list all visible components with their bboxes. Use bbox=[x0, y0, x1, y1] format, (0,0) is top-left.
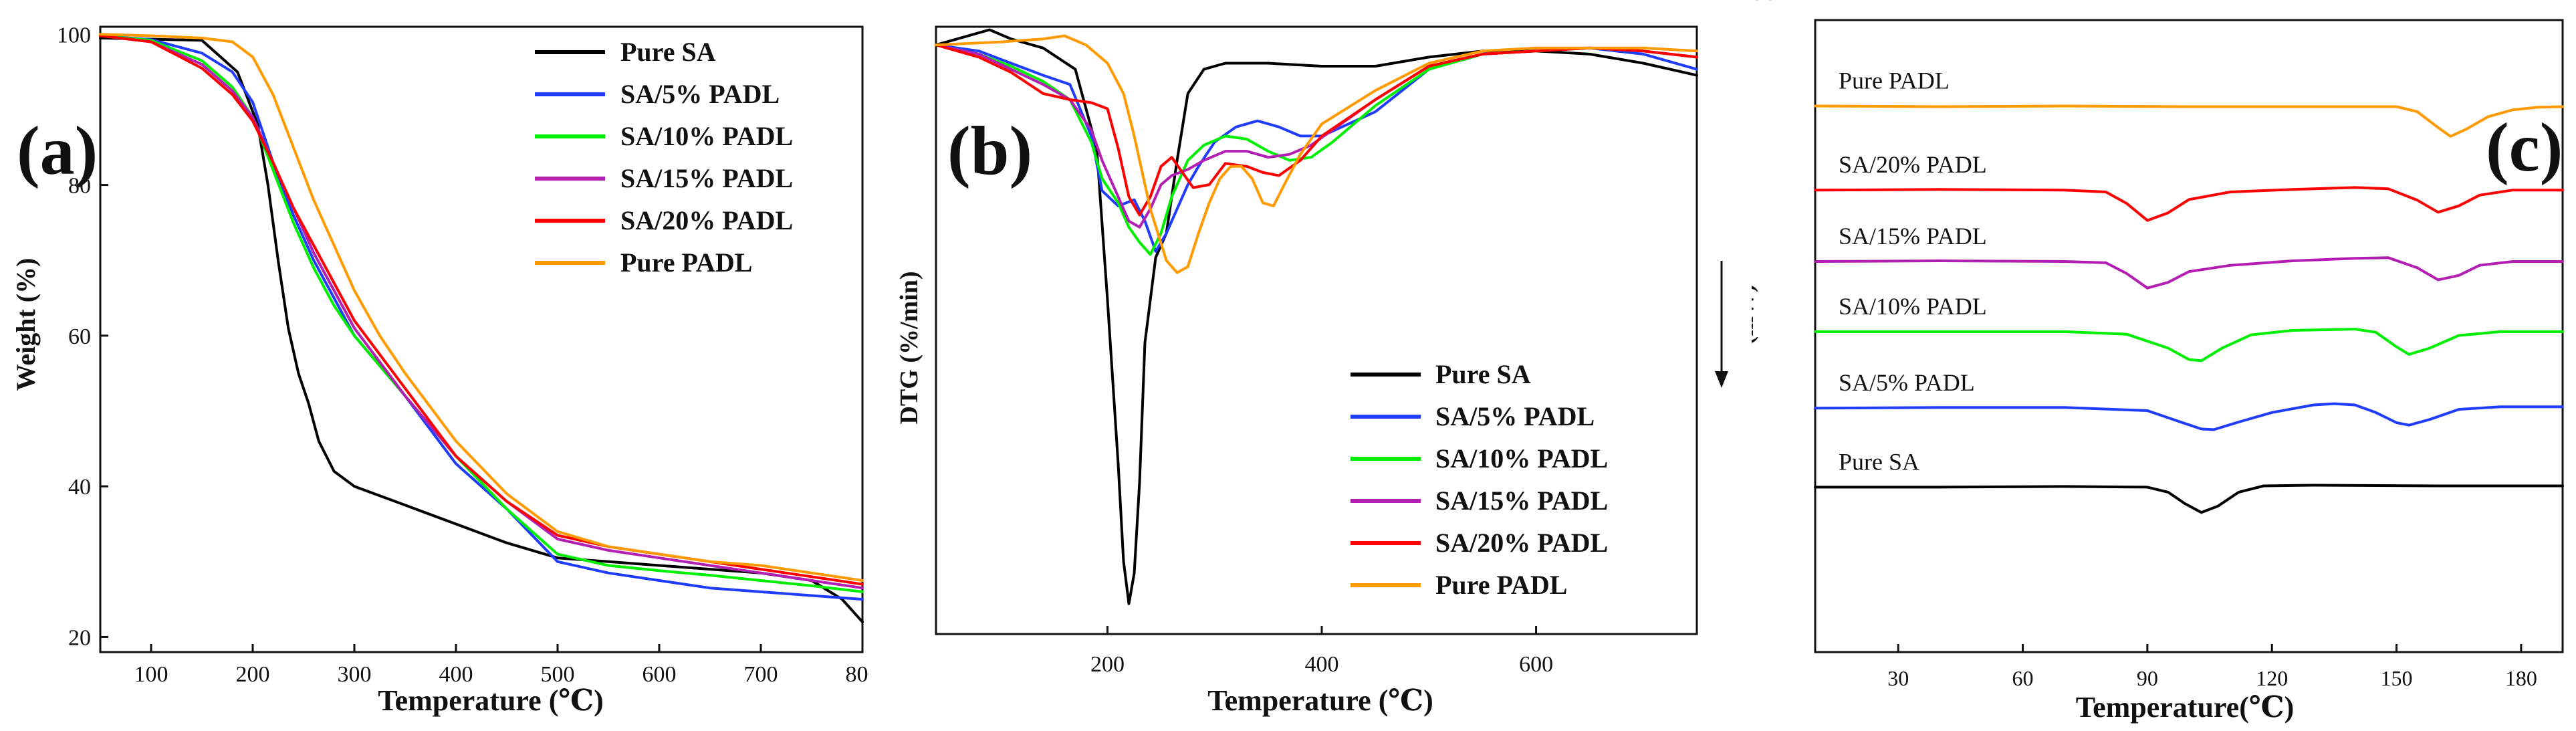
x-tick-label: 150 bbox=[2381, 666, 2413, 690]
chart-b-series-group bbox=[935, 28, 1698, 605]
chart-b-x-axis-label: Temperature (℃) bbox=[1207, 684, 1433, 717]
series-line-sa-20-padl bbox=[1814, 186, 2564, 222]
legend-label: SA/20% PADL bbox=[620, 205, 793, 235]
chart-c-y-axis-label: (mW) bbox=[1752, 284, 1758, 344]
series-line-sa-15-padl bbox=[99, 34, 864, 590]
legend-label: SA/15% PADL bbox=[1435, 486, 1608, 516]
curve-label: SA/15% PADL bbox=[1839, 223, 1987, 249]
x-tick-label: 200 bbox=[1090, 652, 1125, 677]
legend-label: Pure PADL bbox=[620, 247, 752, 278]
y-tick-label: 20 bbox=[68, 625, 91, 650]
chart-a-y-axis-label: Weight (%) bbox=[11, 258, 41, 391]
chart-c-x-ticks: 30 60 90 120 150 180 bbox=[1887, 644, 2537, 690]
x-tick-label: 100 bbox=[134, 662, 168, 687]
chart-a-x-ticks: 100 200 300 400 500 600 700 800 bbox=[134, 644, 870, 687]
series-line-sa-10-padl bbox=[935, 43, 1698, 256]
series-line-sa-10-padl bbox=[99, 34, 864, 593]
legend-label: SA/10% PADL bbox=[620, 121, 793, 151]
series-line-pure-sa bbox=[1814, 484, 2564, 514]
chart-c-endo-indicator: endo (mW) bbox=[1752, 0, 1776, 344]
chart-a-y-ticks: 20 40 60 80 100 bbox=[57, 23, 108, 650]
chart-panel-b: 200 400 600 Pure SA SA/5% PADL SA/10% PADL SA… bbox=[883, 0, 1732, 731]
chart-b-y-axis-label: DTG (%/min) bbox=[895, 271, 923, 424]
chart-a-series-group bbox=[99, 33, 864, 623]
x-tick-label: 120 bbox=[2256, 666, 2288, 690]
x-tick-label: 60 bbox=[2012, 666, 2034, 690]
chart-c-series-group bbox=[1814, 104, 2564, 514]
legend-label: SA/5% PADL bbox=[1435, 401, 1595, 431]
series-line-pure-sa bbox=[935, 28, 1698, 605]
chart-panel-a: 100 200 300 400 500 600 700 800 20 40 60 80 100 Pur… bbox=[0, 0, 869, 731]
y-tick-label: 40 bbox=[68, 475, 91, 500]
y-tick-label: 100 bbox=[57, 23, 91, 47]
chart-a-plot-frame bbox=[99, 25, 864, 653]
series-line-pure-padl bbox=[1814, 104, 2564, 138]
chart-c-panel-label: (c) bbox=[2486, 109, 2563, 186]
x-tick-label: 500 bbox=[541, 662, 575, 687]
x-tick-label: 800 bbox=[846, 662, 870, 687]
chart-a-legend: Pure SA SA/5% PADL SA/10% PADL SA/15% PADL S… bbox=[535, 37, 793, 278]
legend-label: Pure SA bbox=[620, 37, 716, 67]
x-tick-label: 30 bbox=[1887, 666, 1909, 690]
y-tick-label: 80 bbox=[68, 174, 91, 199]
y-tick-label: 60 bbox=[68, 324, 91, 349]
chart-c-curve-labels: Pure PADL SA/20% PADL SA/15% PADL SA/10% PA… bbox=[1839, 68, 1987, 476]
series-line-pure-sa bbox=[99, 36, 864, 623]
x-tick-label: 700 bbox=[744, 662, 778, 687]
legend-label: SA/10% PADL bbox=[1435, 443, 1608, 474]
series-line-pure-padl bbox=[99, 33, 864, 582]
x-tick-label: 600 bbox=[1519, 652, 1553, 677]
series-line-sa-20-padl bbox=[99, 34, 864, 586]
chart-c-endo-label: endo bbox=[1752, 0, 1776, 5]
curve-label: SA/10% PADL bbox=[1839, 293, 1987, 320]
series-line-sa-5-padl bbox=[1814, 402, 2564, 431]
x-tick-label: 600 bbox=[642, 662, 677, 687]
x-tick-label: 400 bbox=[1305, 652, 1339, 677]
chart-a-x-axis-label: Temperature (℃) bbox=[378, 684, 603, 717]
legend-label: SA/5% PADL bbox=[620, 79, 780, 109]
chart-b-plot-frame bbox=[935, 25, 1698, 635]
endo-arrow-icon bbox=[1715, 261, 1728, 388]
chart-panel-c: 30 60 90 120 150 180 Pure PADL SA/20% PADL SA/1… bbox=[1752, 0, 2576, 731]
series-line-sa-15-padl bbox=[1814, 256, 2564, 290]
chart-b-legend: Pure SA SA/5% PADL SA/10% PADL SA/15% PADL S… bbox=[1351, 359, 1608, 600]
curve-label: Pure SA bbox=[1839, 448, 1919, 475]
chart-b-panel-label: (b) bbox=[947, 112, 1032, 189]
chart-a-svg: 100 200 300 400 500 600 700 800 20 40 60 80 100 Pur… bbox=[11, 23, 870, 717]
chart-c-plot-frame bbox=[1814, 19, 2564, 653]
legend-label: Pure SA bbox=[1435, 359, 1531, 389]
chart-c-x-axis-label: Temperature(℃) bbox=[2076, 691, 2294, 724]
chart-c-svg: 30 60 90 120 150 180 Pure PADL SA/20% PADL SA/1… bbox=[1752, 0, 2564, 724]
x-tick-label: 300 bbox=[338, 662, 372, 687]
series-line-sa-5-padl bbox=[99, 34, 864, 601]
legend-label: SA/20% PADL bbox=[1435, 528, 1608, 558]
series-line-pure-padl bbox=[935, 34, 1698, 274]
x-tick-label: 200 bbox=[236, 662, 270, 687]
x-tick-label: 180 bbox=[2505, 666, 2537, 690]
series-line-sa-10-padl bbox=[1814, 328, 2564, 362]
chart-a-panel-label: (a) bbox=[17, 112, 98, 189]
curve-label: SA/5% PADL bbox=[1839, 369, 1975, 396]
curve-label: Pure PADL bbox=[1839, 68, 1950, 94]
series-line-sa-5-padl bbox=[935, 43, 1698, 253]
chart-b-svg: 200 400 600 Pure SA SA/5% PADL SA/10% PADL SA… bbox=[895, 25, 1698, 717]
legend-label: SA/15% PADL bbox=[620, 163, 793, 193]
legend-label: Pure PADL bbox=[1435, 570, 1567, 600]
x-tick-label: 90 bbox=[2137, 666, 2158, 690]
x-tick-label: 400 bbox=[439, 662, 473, 687]
chart-b-x-ticks: 200 400 600 bbox=[1090, 626, 1553, 677]
series-line-sa-20-padl bbox=[935, 43, 1698, 217]
curve-label: SA/20% PADL bbox=[1839, 151, 1987, 178]
